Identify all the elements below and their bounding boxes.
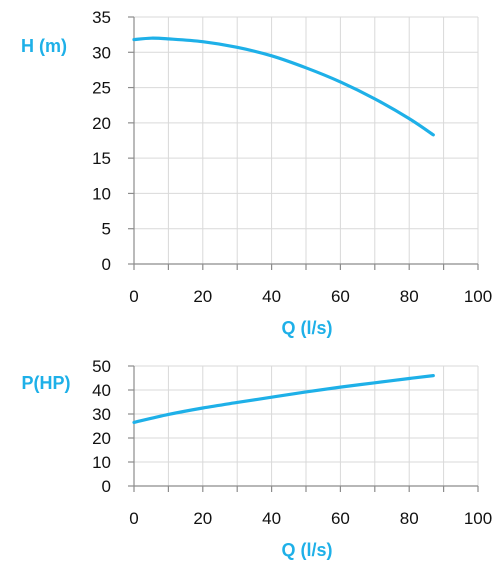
x-tick-label: 0 xyxy=(129,287,138,306)
y-tick-label: 35 xyxy=(92,8,111,27)
x-tick-label: 20 xyxy=(193,287,212,306)
y-tick-label: 10 xyxy=(92,184,111,203)
y-tick-label: 20 xyxy=(92,114,111,133)
x-tick-label: 40 xyxy=(262,287,281,306)
x-tick-label: 60 xyxy=(331,287,350,306)
x-tick-label: 100 xyxy=(464,287,492,306)
x-tick-label: 60 xyxy=(331,509,350,528)
y-tick-label: 10 xyxy=(92,453,111,472)
x-tick-label: 0 xyxy=(129,509,138,528)
y-axis-label: P(HP) xyxy=(22,373,71,393)
y-tick-label: 5 xyxy=(102,220,111,239)
x-tick-label: 100 xyxy=(464,509,492,528)
y-tick-label: 30 xyxy=(92,405,111,424)
x-tick-label: 80 xyxy=(400,509,419,528)
y-tick-label: 40 xyxy=(92,381,111,400)
y-tick-label: 50 xyxy=(92,357,111,376)
y-tick-label: 30 xyxy=(92,43,111,62)
y-tick-label: 20 xyxy=(92,429,111,448)
x-axis-label: Q (l/s) xyxy=(281,318,332,338)
y-tick-label: 0 xyxy=(102,255,111,274)
power-chart: 0 10 20 30 40 50 0 20 40 60 80 100 Q (l/s) P(HP) xyxy=(22,357,493,560)
x-tick-label: 80 xyxy=(400,287,419,306)
x-tick-label: 40 xyxy=(262,509,281,528)
x-axis-label: Q (l/s) xyxy=(281,540,332,560)
x-tick-label: 20 xyxy=(193,509,212,528)
head-chart: 0 5 10 15 20 25 30 35 0 20 40 60 80 100 Q (l/s) H (m) xyxy=(21,8,492,338)
series-line-0 xyxy=(132,374,435,424)
y-tick-label: 25 xyxy=(92,79,111,98)
y-tick-label: 0 xyxy=(102,477,111,496)
series-line-0 xyxy=(132,36,435,137)
y-tick-label: 15 xyxy=(92,149,111,168)
y-axis-label: H (m) xyxy=(21,36,67,56)
